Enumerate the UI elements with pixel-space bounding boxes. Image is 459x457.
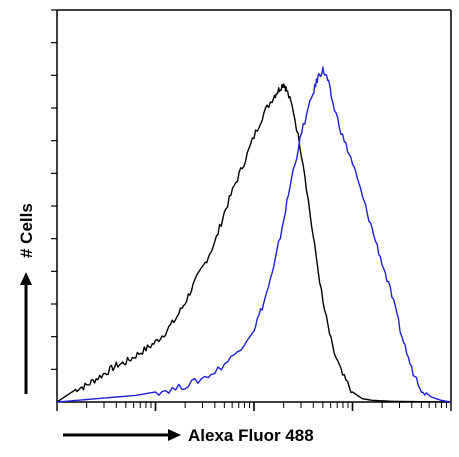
x-axis-ticks <box>56 402 452 411</box>
plot-frame <box>56 9 452 403</box>
x-axis-arrow-head <box>168 429 181 441</box>
y-axis-title: # Cells <box>17 203 36 394</box>
x-axis-label: Alexa Fluor 488 <box>188 426 314 445</box>
y-axis-arrow-head <box>20 272 32 285</box>
series-line-1 <box>56 66 452 403</box>
series-layer <box>56 66 452 403</box>
series-line-0 <box>56 83 452 403</box>
y-axis-ticks <box>51 9 57 370</box>
y-axis-label: # Cells <box>17 203 36 258</box>
x-axis-title: Alexa Fluor 488 <box>63 426 314 445</box>
